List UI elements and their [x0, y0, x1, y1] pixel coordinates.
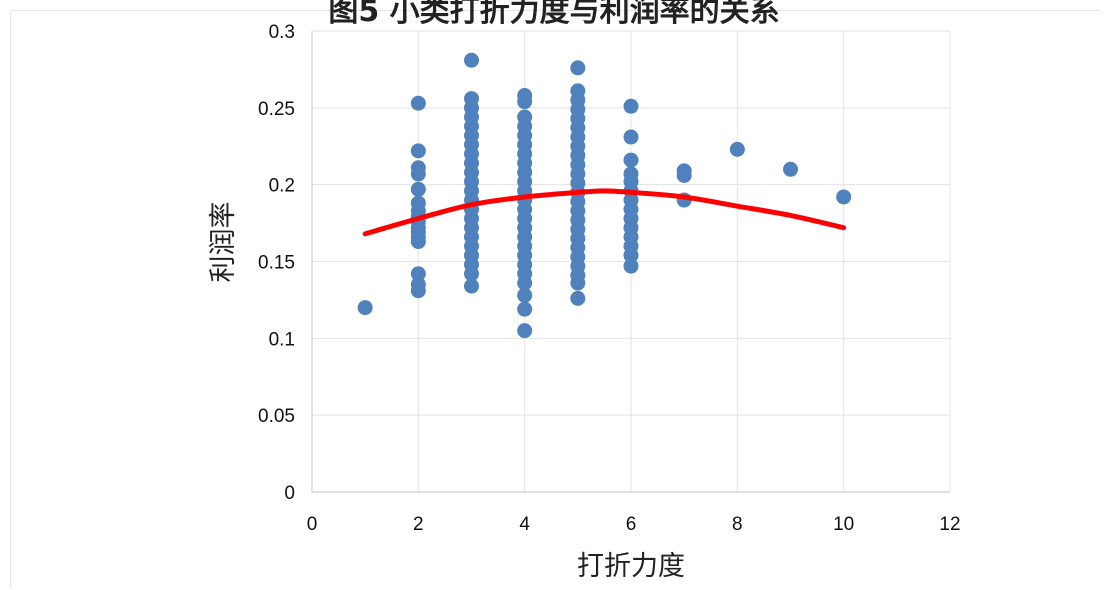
x-tick-label: 8 [732, 514, 743, 535]
data-point [464, 266, 479, 282]
data-point [410, 283, 426, 299]
x-tick-labels: 0 2 4 6 8 10 12 [307, 514, 961, 535]
data-point [729, 141, 745, 157]
data-point [357, 300, 373, 316]
x-tick-label: 4 [519, 514, 530, 535]
data-point [623, 247, 639, 263]
data-point [517, 287, 533, 303]
data-point [464, 52, 479, 68]
data-point [570, 290, 586, 306]
y-tick-label: 0.15 [258, 253, 295, 274]
y-tick-label: 0.05 [258, 406, 295, 427]
data-point [570, 60, 586, 76]
data-points [357, 52, 852, 339]
data-point [410, 234, 426, 250]
data-point [517, 323, 533, 339]
data-point [623, 129, 639, 145]
data-point [676, 167, 692, 183]
data-point [410, 166, 426, 182]
data-point [410, 181, 426, 197]
data-point [410, 266, 426, 282]
y-tick-label: 0.25 [258, 99, 295, 120]
y-tick-label: 0.1 [269, 329, 295, 350]
y-tick-label: 0.3 [269, 22, 295, 43]
x-tick-label: 2 [413, 514, 424, 535]
x-axis-label: 打折力度 [577, 551, 685, 581]
x-tick-label: 10 [833, 514, 854, 535]
x-tick-label: 0 [307, 514, 318, 535]
y-tick-label: 0 [284, 483, 295, 504]
data-point [783, 161, 798, 177]
y-tick-labels: 0 0.05 0.1 0.15 0.2 0.25 0.3 [258, 22, 295, 504]
data-point [517, 275, 533, 291]
data-point [836, 189, 852, 205]
data-point [410, 95, 426, 111]
data-point [623, 152, 639, 168]
x-tick-label: 12 [939, 514, 960, 535]
data-point [464, 278, 479, 294]
data-point [517, 94, 533, 110]
data-point [570, 275, 586, 291]
chart-frame [10, 10, 1100, 588]
y-tick-label: 0.2 [269, 176, 295, 197]
data-point [410, 143, 426, 159]
trendline [362, 188, 847, 237]
chart-title: 图5 小类打折力度与利润率的关系 [328, 0, 780, 29]
y-axis-label: 利润率 [208, 202, 238, 283]
axes [311, 31, 950, 493]
data-point [623, 98, 639, 114]
data-point [623, 258, 639, 274]
data-point [517, 301, 533, 317]
x-tick-label: 6 [626, 514, 637, 535]
